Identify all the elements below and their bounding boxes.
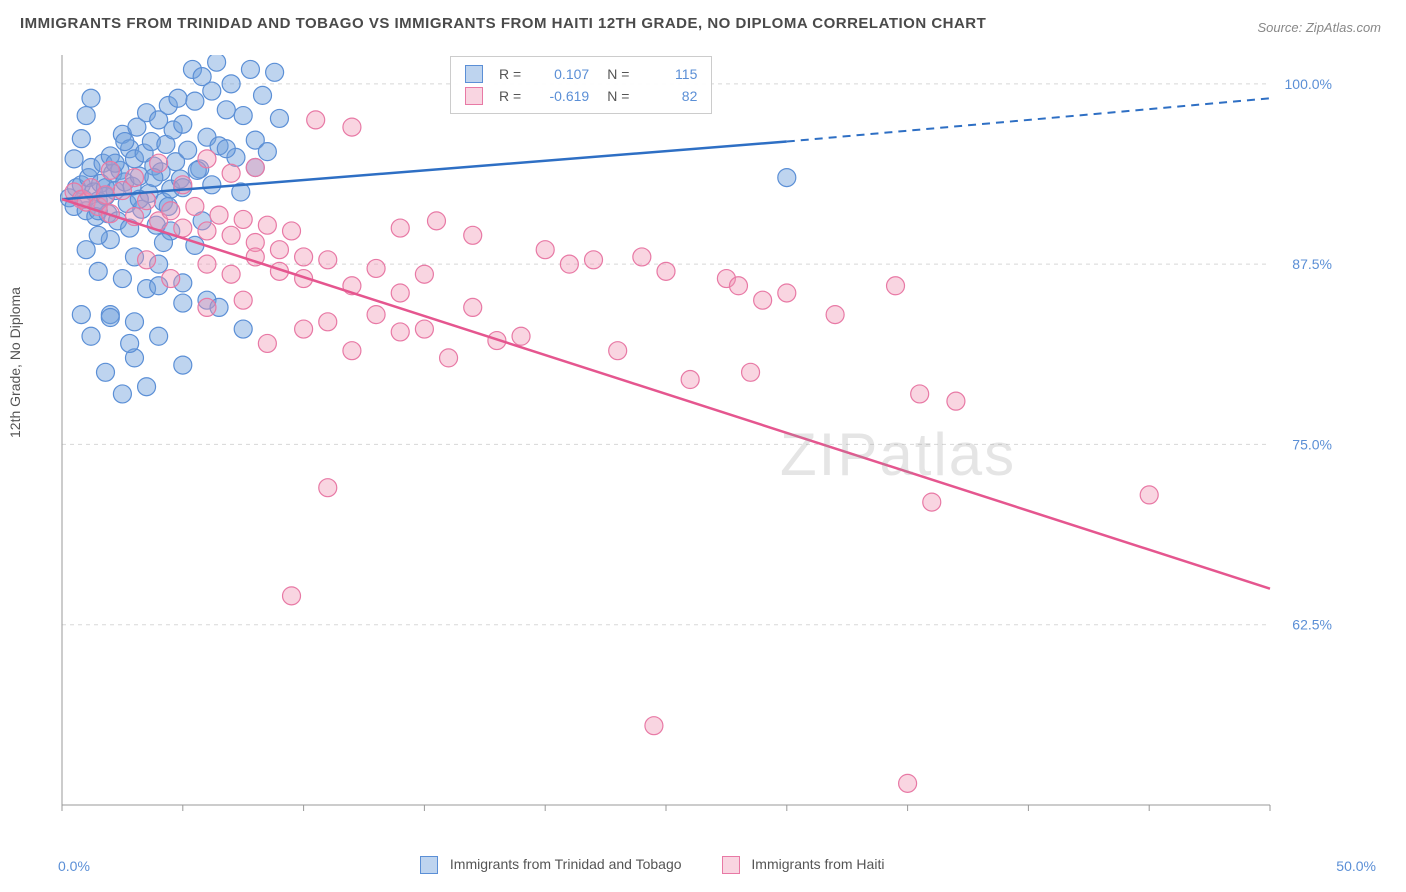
source-attribution: Source: ZipAtlas.com: [1257, 20, 1381, 35]
x-tick-min: 0.0%: [58, 858, 90, 874]
x-axis-legend: Immigrants from Trinidad and Tobago Immi…: [420, 856, 884, 874]
chart-plot-area: 62.5% 75.0% 87.5% 100.0%: [60, 55, 1340, 835]
swatch-series2: [465, 87, 483, 105]
svg-text:75.0%: 75.0%: [1292, 436, 1332, 452]
swatch-series1: [465, 65, 483, 83]
legend-row-series2: R =-0.619 N =82: [465, 85, 697, 107]
scatter-plot-svg: 62.5% 75.0% 87.5% 100.0%: [60, 55, 1340, 835]
chart-title: IMMIGRANTS FROM TRINIDAD AND TOBAGO VS I…: [20, 15, 986, 32]
correlation-legend: R =0.107 N =115 R =-0.619 N =82: [450, 56, 712, 114]
x-tick-max: 50.0%: [1336, 858, 1376, 874]
legend-label-series2: Immigrants from Haiti: [751, 856, 884, 872]
svg-text:100.0%: 100.0%: [1285, 76, 1332, 92]
legend-label-series1: Immigrants from Trinidad and Tobago: [450, 856, 682, 872]
y-axis-label: 12th Grade, No Diploma: [7, 287, 23, 438]
svg-text:87.5%: 87.5%: [1292, 256, 1332, 272]
svg-text:62.5%: 62.5%: [1292, 617, 1332, 633]
legend-item-series2: Immigrants from Haiti: [722, 856, 885, 874]
legend-row-series1: R =0.107 N =115: [465, 63, 697, 85]
swatch-series2-icon: [722, 856, 740, 874]
legend-item-series1: Immigrants from Trinidad and Tobago: [420, 856, 682, 874]
swatch-series1-icon: [420, 856, 438, 874]
